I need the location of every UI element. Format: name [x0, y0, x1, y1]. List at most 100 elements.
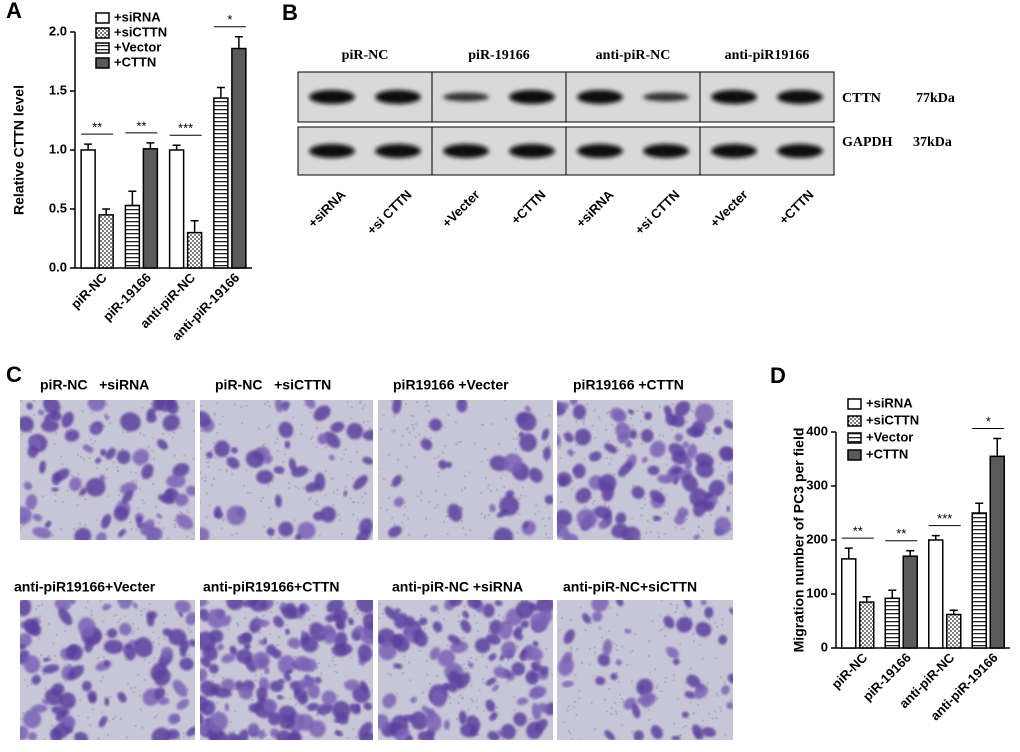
- pore: [621, 723, 624, 727]
- cell: [285, 669, 292, 675]
- pore: [331, 659, 335, 663]
- pore: [52, 642, 55, 645]
- pore: [591, 508, 595, 511]
- cell: [325, 613, 341, 622]
- pore: [76, 453, 80, 457]
- cell: [543, 446, 551, 461]
- pore: [22, 711, 25, 715]
- cell: [63, 717, 73, 728]
- pore: [66, 489, 69, 492]
- cell: [498, 620, 513, 640]
- bar: [859, 601, 875, 649]
- pore: [464, 667, 468, 671]
- band: [375, 90, 421, 104]
- pore: [277, 635, 281, 639]
- cell: [686, 674, 701, 688]
- band: [711, 144, 757, 158]
- cell: [457, 506, 464, 511]
- pore: [105, 476, 109, 480]
- micrograph: [20, 600, 195, 740]
- pore: [705, 427, 708, 430]
- cell: [132, 448, 150, 465]
- pore: [269, 610, 273, 614]
- image-caption: piR-NC +siRNA: [40, 377, 149, 393]
- pore: [612, 642, 615, 645]
- pore: [212, 441, 215, 444]
- cell: [494, 600, 503, 607]
- pore: [715, 716, 718, 720]
- pore: [410, 414, 413, 417]
- pore: [412, 427, 415, 430]
- pore: [335, 488, 339, 492]
- pore: [420, 492, 423, 495]
- band: [443, 92, 489, 102]
- cell: [64, 429, 80, 442]
- group-label: piR-19166: [468, 48, 529, 63]
- pore: [117, 620, 120, 624]
- band: [577, 144, 623, 158]
- cell: [297, 521, 316, 540]
- pore: [105, 468, 109, 471]
- cell: [200, 527, 210, 540]
- pore: [41, 495, 45, 498]
- cell: [485, 699, 496, 713]
- pore: [503, 400, 506, 402]
- cell: [520, 620, 530, 629]
- cell: [319, 627, 336, 637]
- pore: [266, 400, 269, 403]
- pore: [382, 414, 386, 417]
- pore: [354, 735, 358, 739]
- cell: [633, 730, 644, 740]
- pore: [498, 442, 501, 446]
- pore: [608, 462, 611, 466]
- pore: [352, 728, 355, 731]
- cell: [576, 508, 598, 529]
- pore: [698, 643, 701, 646]
- cell: [304, 400, 316, 409]
- pore: [424, 404, 428, 408]
- pore: [29, 431, 32, 434]
- pore: [387, 453, 391, 456]
- pore: [151, 437, 155, 440]
- cell: [283, 672, 292, 682]
- pore: [672, 722, 676, 725]
- pore: [570, 650, 573, 653]
- pore: [282, 460, 285, 464]
- cell: [611, 523, 629, 539]
- cell: [317, 433, 329, 445]
- pore: [288, 486, 291, 490]
- cell: [532, 640, 539, 647]
- pore: [173, 523, 176, 526]
- pore: [315, 499, 318, 503]
- legend-swatch: [847, 449, 862, 461]
- pore: [639, 420, 643, 423]
- cell: [391, 634, 404, 648]
- micrograph: [557, 400, 733, 540]
- pore: [276, 643, 280, 647]
- pore: [521, 486, 525, 489]
- cell: [221, 653, 236, 664]
- cell: [670, 467, 682, 476]
- pore: [475, 621, 478, 625]
- pore: [637, 435, 640, 438]
- pore: [40, 653, 43, 657]
- bar: [80, 149, 96, 269]
- pore: [299, 432, 303, 435]
- pore: [308, 618, 311, 621]
- band: [443, 144, 489, 158]
- bar: [989, 455, 1005, 649]
- pore: [330, 477, 333, 480]
- pore: [544, 533, 548, 536]
- cell: [356, 600, 373, 614]
- cell: [20, 643, 26, 651]
- pore: [419, 490, 423, 493]
- cell: [526, 721, 543, 740]
- pore: [107, 495, 110, 498]
- pore: [102, 656, 106, 659]
- micrograph: [20, 400, 195, 540]
- pore: [468, 471, 471, 474]
- bar: [884, 597, 900, 649]
- pore: [332, 656, 335, 659]
- legend-label: +siCTTN: [866, 412, 919, 427]
- cell: [392, 400, 402, 415]
